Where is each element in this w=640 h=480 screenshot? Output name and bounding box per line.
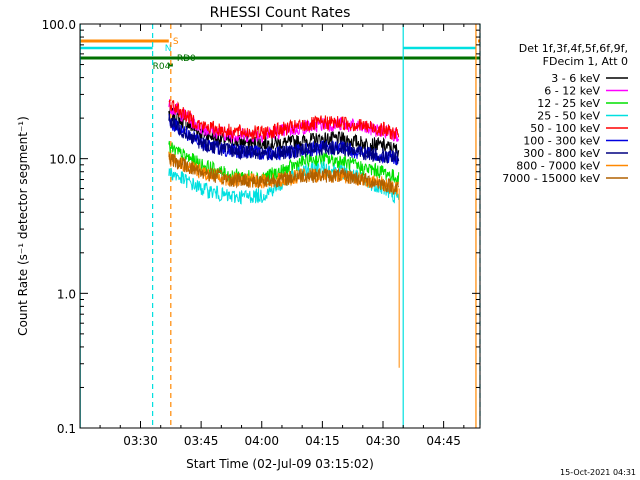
legend-label-5: 50 - 100 keV <box>530 122 600 135</box>
series-300-800-kev-line <box>168 114 400 164</box>
legend-label-2: 6 - 12 keV <box>544 85 600 98</box>
x-tick-label-3: 04:00 <box>244 434 279 448</box>
legend-label-6: 100 - 300 keV <box>523 135 600 148</box>
legend-label-8: 800 - 7000 keV <box>516 160 600 173</box>
series-50-100-kev-line <box>168 99 400 140</box>
annotation-r04: R04 <box>153 62 171 72</box>
x-tick-label-6: 04:45 <box>426 434 461 448</box>
annotation-rd0: RD0 <box>177 54 196 64</box>
x-tick-label-5: 04:30 <box>366 434 401 448</box>
annotation-n: N <box>165 44 172 54</box>
legend-label-9: 7000 - 15000 keV <box>502 172 600 185</box>
y-tick-label-1: 0.1 <box>57 422 76 436</box>
generation-timestamp: 15-Oct-2021 04:31 <box>560 468 636 477</box>
legend-header-line-2: FDecim 1, Att 0 <box>543 55 628 68</box>
y-tick-label-3: 10.0 <box>49 153 76 167</box>
axes-layer: 03:30 03:45 04:00 04:15 04:30 04:45 0.1 1.0 10.0… <box>42 18 480 448</box>
legend-header-line-1: Det 1f,3f,4f,5f,6f,9f, <box>519 42 628 55</box>
series-7000-15000-kev-line <box>168 153 400 195</box>
x-tick-label-4: 04:15 <box>305 434 340 448</box>
y-axis-label: Count Rate (s⁻¹ detector segment⁻¹) <box>16 116 30 336</box>
x-tick-label-1: 03:30 <box>123 434 158 448</box>
x-tick-label-2: 03:45 <box>184 434 219 448</box>
chart-title: RHESSI Count Rates <box>210 5 351 21</box>
plot-frame <box>79 23 481 429</box>
legend-label-7: 300 - 800 keV <box>523 147 600 160</box>
y-tick-label-2: 1.0 <box>57 287 76 301</box>
legend-label-1: 3 - 6 keV <box>551 72 600 85</box>
legend-label-3: 12 - 25 keV <box>537 97 600 110</box>
annotation-s: S <box>173 37 179 47</box>
y-tick-label-4: 100.0 <box>42 18 76 32</box>
x-axis-label: Start Time (02-Jul-09 03:15:02) <box>186 457 374 471</box>
legend-label-4: 25 - 50 keV <box>537 110 600 123</box>
legend: Det 1f,3f,4f,5f,6f,9f, FDecim 1, Att 0 3… <box>502 42 628 185</box>
